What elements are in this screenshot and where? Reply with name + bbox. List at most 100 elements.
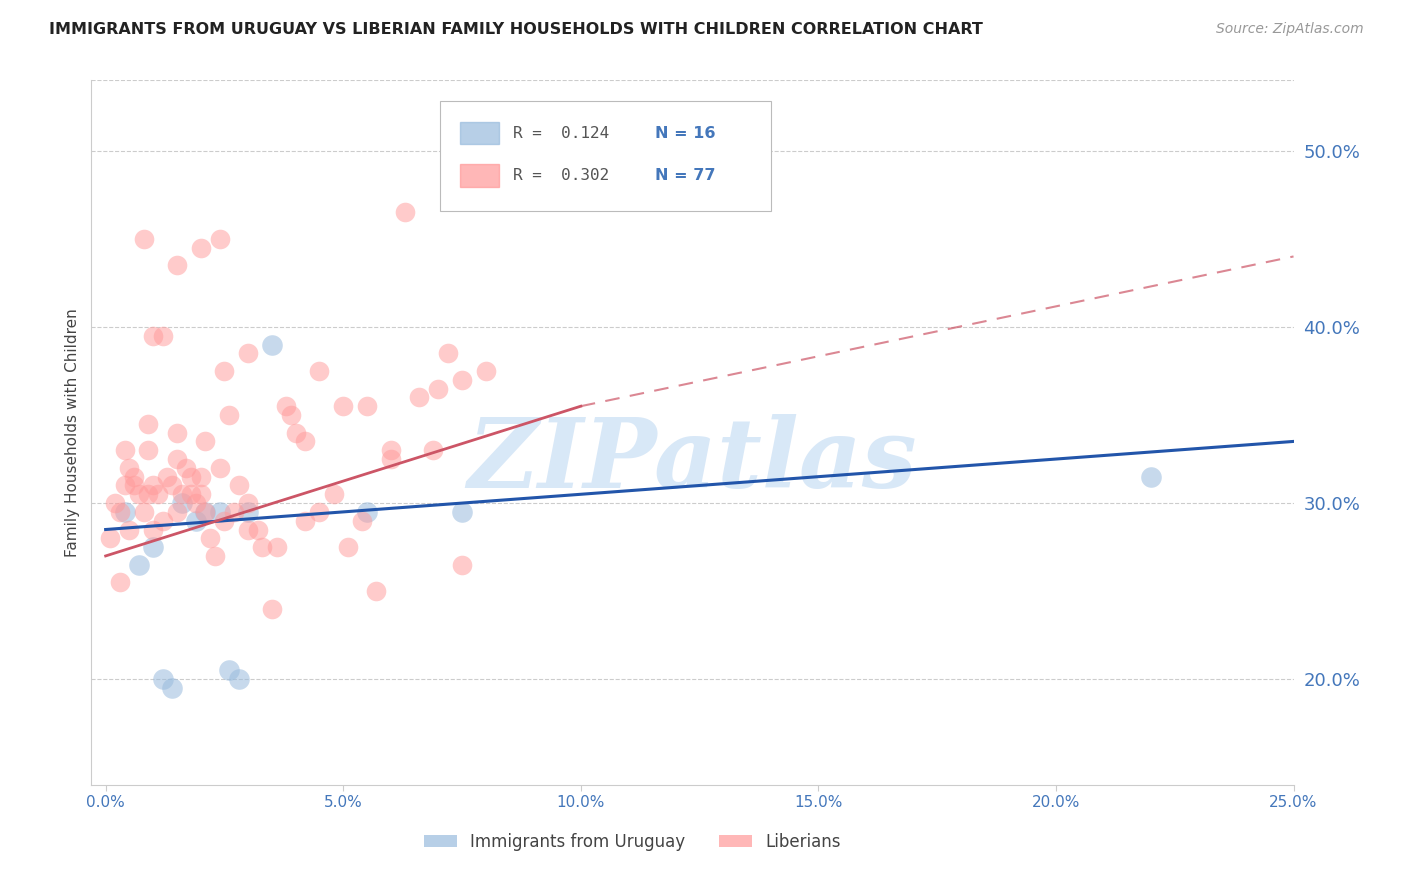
Point	[142, 523, 165, 537]
Point	[114, 505, 136, 519]
Text: N = 77: N = 77	[655, 168, 716, 183]
Point	[138, 443, 160, 458]
Point	[284, 425, 307, 440]
Y-axis label: Family Households with Children: Family Households with Children	[65, 309, 80, 557]
Point	[194, 505, 217, 519]
Point	[294, 514, 316, 528]
Point	[451, 505, 474, 519]
Point	[108, 505, 131, 519]
Point	[352, 514, 374, 528]
Point	[451, 373, 474, 387]
Point	[336, 540, 359, 554]
Point	[132, 232, 155, 246]
Point	[1140, 469, 1163, 483]
Point	[166, 258, 188, 272]
Point	[152, 673, 174, 687]
Point	[166, 452, 188, 467]
Point	[294, 434, 316, 449]
Point	[152, 514, 174, 528]
Point	[356, 399, 378, 413]
Point	[160, 681, 183, 695]
Point	[160, 478, 183, 492]
Point	[138, 487, 160, 501]
Point	[184, 496, 207, 510]
Point	[146, 487, 169, 501]
Point	[238, 346, 260, 360]
Point	[108, 575, 131, 590]
Point	[190, 241, 212, 255]
Point	[156, 469, 179, 483]
Point	[118, 523, 141, 537]
Point	[180, 487, 202, 501]
Point	[170, 496, 193, 510]
Point	[214, 364, 236, 378]
Point	[166, 425, 188, 440]
Legend: Immigrants from Uruguay, Liberians: Immigrants from Uruguay, Liberians	[418, 826, 848, 858]
Point	[128, 558, 150, 572]
Point	[118, 461, 141, 475]
Point	[322, 487, 344, 501]
Point	[451, 558, 474, 572]
Point	[394, 205, 416, 219]
Point	[122, 478, 145, 492]
Point	[474, 364, 496, 378]
Point	[176, 461, 198, 475]
Point	[194, 434, 217, 449]
Text: ZIPatlas: ZIPatlas	[468, 414, 917, 508]
Point	[104, 496, 127, 510]
Point	[166, 505, 188, 519]
Point	[190, 469, 212, 483]
Point	[114, 443, 136, 458]
Point	[427, 382, 450, 396]
Point	[308, 364, 330, 378]
Point	[180, 469, 202, 483]
Point	[152, 328, 174, 343]
Point	[238, 523, 260, 537]
Point	[142, 328, 165, 343]
Point	[380, 452, 402, 467]
Point	[214, 514, 236, 528]
Point	[218, 408, 240, 422]
Text: IMMIGRANTS FROM URUGUAY VS LIBERIAN FAMILY HOUSEHOLDS WITH CHILDREN CORRELATION : IMMIGRANTS FROM URUGUAY VS LIBERIAN FAMI…	[49, 22, 983, 37]
Text: R =  0.302: R = 0.302	[513, 168, 610, 183]
Point	[276, 399, 298, 413]
Point	[138, 417, 160, 431]
Point	[122, 469, 145, 483]
Point	[228, 673, 250, 687]
Point	[142, 478, 165, 492]
Point	[184, 514, 207, 528]
Point	[380, 443, 402, 458]
Point	[356, 505, 378, 519]
Point	[208, 505, 231, 519]
Point	[114, 478, 136, 492]
Point	[194, 505, 217, 519]
Bar	[460, 122, 499, 145]
Point	[128, 487, 150, 501]
Point	[252, 540, 274, 554]
FancyBboxPatch shape	[440, 102, 770, 211]
Point	[408, 391, 430, 405]
Point	[266, 540, 288, 554]
Point	[170, 487, 193, 501]
Point	[218, 664, 240, 678]
Point	[198, 532, 221, 546]
Point	[228, 478, 250, 492]
Point	[308, 505, 330, 519]
Point	[366, 584, 388, 599]
Text: N = 16: N = 16	[655, 126, 716, 141]
Point	[246, 523, 269, 537]
Point	[190, 487, 212, 501]
Point	[260, 602, 283, 616]
Point	[238, 505, 260, 519]
Point	[238, 496, 260, 510]
Text: R =  0.124: R = 0.124	[513, 126, 610, 141]
Bar	[460, 164, 499, 186]
Point	[208, 232, 231, 246]
Point	[332, 399, 354, 413]
Point	[422, 443, 444, 458]
Point	[100, 532, 122, 546]
Point	[204, 549, 226, 563]
Text: Source: ZipAtlas.com: Source: ZipAtlas.com	[1216, 22, 1364, 37]
Point	[436, 346, 458, 360]
Point	[260, 337, 283, 351]
